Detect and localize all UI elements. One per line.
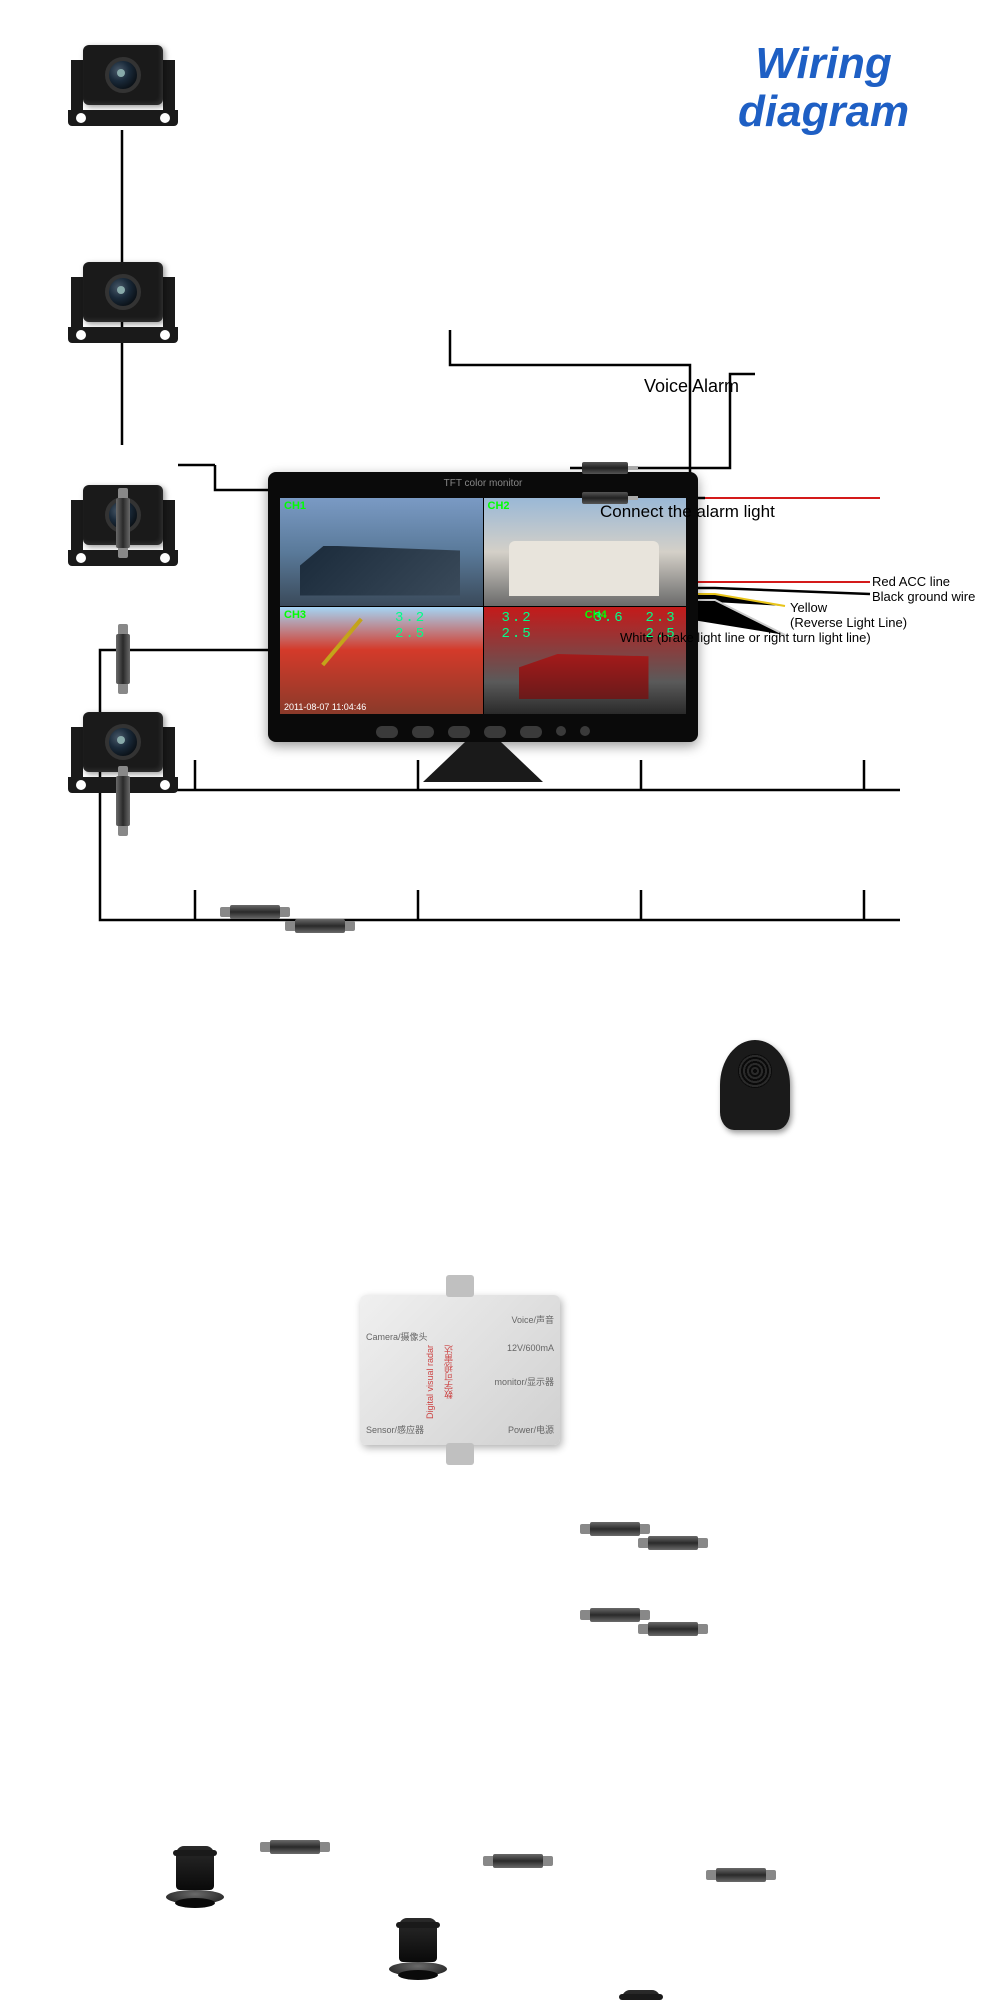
title-line1: Wiring	[755, 39, 891, 88]
connector-icon	[590, 1608, 640, 1622]
monitor-ch4: CH4 3.2 2.5 3.6 2.3 2.5	[484, 607, 687, 715]
monitor-brand: TFT color monitor	[268, 478, 698, 489]
cb-title: Digital visual radar	[425, 1345, 435, 1419]
ch3-label: CH3	[284, 609, 306, 621]
cb-title-cn: 数字可视雷达	[442, 1345, 455, 1399]
red-acc-label: Red ACC line	[872, 574, 950, 589]
monitor-ch1: CH1	[280, 498, 483, 606]
connector-icon	[116, 498, 130, 548]
connector-icon	[295, 919, 345, 933]
sensor-1	[165, 1846, 225, 1918]
control-box: Digital visual radar 数字可视雷达 Camera/摄像头 V…	[360, 1295, 560, 1445]
cb-12v-label: 12V/600mA	[507, 1343, 554, 1353]
cb-monitor-label: monitor/显示器	[494, 1375, 554, 1388]
sensor-2	[388, 1918, 448, 1990]
sensor-3	[611, 1990, 671, 2000]
diagram-title: Wiring diagram	[738, 40, 909, 137]
ch4-numbers-a: 3.2 2.5	[502, 610, 533, 642]
connector-icon	[230, 905, 280, 919]
cb-voice-label: Voice/声音	[511, 1313, 554, 1326]
black-ground-label: Black ground wire	[872, 589, 975, 604]
dc-plug-icon	[582, 462, 628, 474]
connector-icon	[648, 1536, 698, 1550]
ch4-numbers-b: 3.6 2.3 2.5	[594, 610, 677, 642]
camera-1	[68, 40, 178, 135]
voice-alarm-icon	[720, 1040, 790, 1130]
connector-icon	[716, 1868, 766, 1882]
timestamp: 2011-08-07 11:04:46	[284, 702, 366, 712]
title-line2: diagram	[738, 87, 909, 136]
cb-power-label: Power/电源	[508, 1423, 554, 1436]
ch1-label: CH1	[284, 500, 306, 512]
connector-icon	[590, 1522, 640, 1536]
cb-camera-label: Camera/摄像头	[366, 1330, 428, 1343]
connector-icon	[116, 634, 130, 684]
monitor-ch3: CH3 3.2 2.5 2011-08-07 11:04:46	[280, 607, 483, 715]
yellow-label: Yellow	[790, 600, 827, 615]
connector-icon	[270, 1840, 320, 1854]
cb-sensor-label: Sensor/感应器	[366, 1423, 424, 1436]
ch2-label: CH2	[488, 500, 510, 512]
voice-alarm-label: Voice Alarm	[644, 376, 739, 397]
reverse-light-label: (Reverse Light Line)	[790, 615, 907, 630]
connector-icon	[116, 776, 130, 826]
ch3-numbers: 3.2 2.5	[395, 610, 426, 642]
camera-2	[68, 257, 178, 352]
monitor-buttons	[376, 726, 590, 738]
alarm-light-label: Connect the alarm light	[600, 502, 775, 522]
connector-icon	[648, 1622, 698, 1636]
connector-icon	[493, 1854, 543, 1868]
